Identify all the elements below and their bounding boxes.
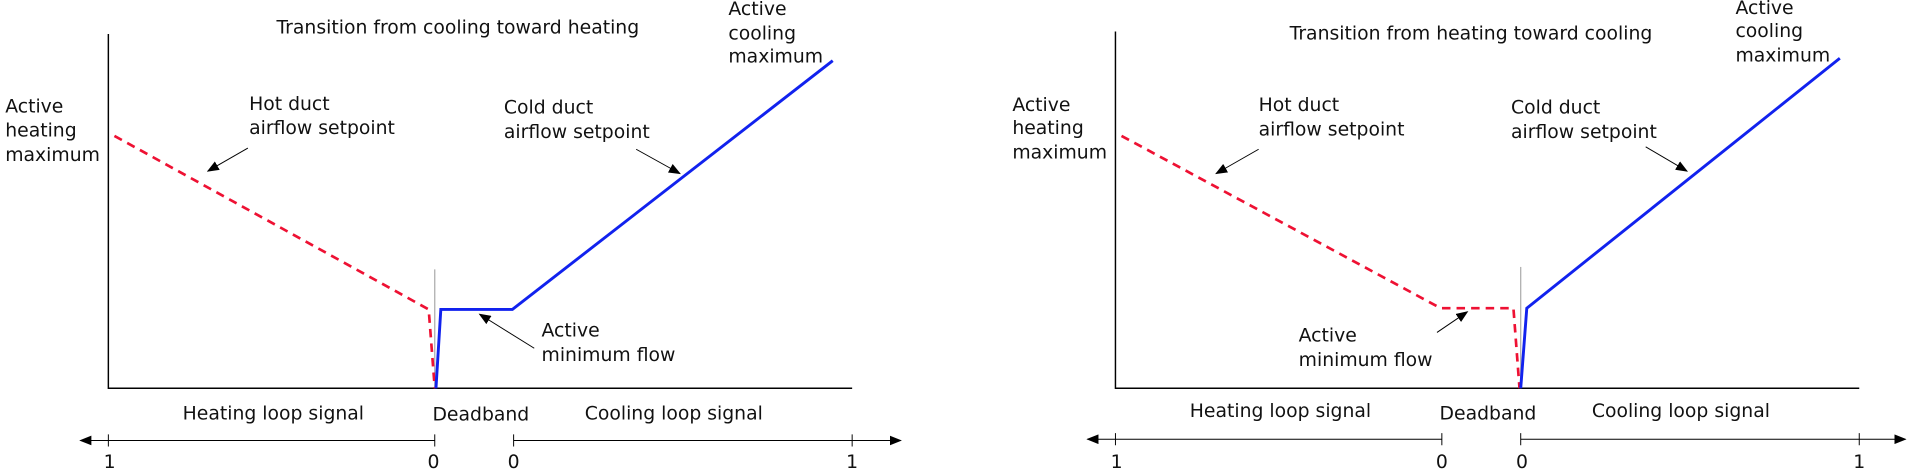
- label: Active: [542, 321, 600, 342]
- label: Cold duct: [504, 97, 593, 118]
- label: Deadband: [1440, 403, 1537, 424]
- scale-label: 0: [1436, 452, 1448, 472]
- scale-label: 1: [104, 452, 116, 472]
- label: Active: [1299, 326, 1357, 347]
- label: Active: [1012, 95, 1070, 116]
- label: heating: [1012, 118, 1083, 139]
- label: Heating loop signal: [1190, 401, 1371, 422]
- label: Active: [1735, 0, 1793, 19]
- label: maximum: [1735, 45, 1830, 66]
- axes: [107, 33, 853, 390]
- label: Active: [5, 96, 63, 117]
- title: Transition from cooling toward heating: [275, 17, 639, 38]
- label: Deadband: [432, 404, 529, 425]
- scale-label: 0: [428, 452, 440, 472]
- label: Hot duct: [249, 94, 330, 115]
- title: Transition from heating toward cooling: [1289, 23, 1653, 44]
- label: Cold duct: [1511, 97, 1600, 118]
- axes: [1114, 31, 1860, 390]
- scale-label: 1: [1853, 452, 1865, 472]
- arrow: [1436, 311, 1469, 333]
- label: minimum flow: [1299, 350, 1433, 371]
- label: Cooling loop signal: [1592, 401, 1770, 422]
- panel-right: Transition from heating toward cooling A…: [1012, 0, 1907, 472]
- cold-duct-curve: [434, 59, 834, 389]
- panel-left: Transition from cooling toward heating A…: [5, 0, 902, 472]
- scale-label: 0: [508, 452, 520, 472]
- label: cooling: [728, 23, 796, 44]
- scale-label: 1: [846, 452, 858, 472]
- scale-label: 1: [1111, 452, 1123, 472]
- label: Cooling loop signal: [585, 403, 763, 424]
- label: minimum flow: [542, 345, 676, 366]
- arrow: [635, 148, 681, 175]
- scale-ticks: [1114, 433, 1860, 446]
- hot-duct-curve: [113, 134, 437, 389]
- scale-ticks: [107, 434, 853, 447]
- label: Heating loop signal: [183, 403, 364, 424]
- arrow: [1215, 148, 1259, 175]
- label: maximum: [1012, 142, 1107, 163]
- hot-duct-curve: [1120, 134, 1521, 389]
- label: cooling: [1735, 21, 1803, 42]
- arrow: [478, 313, 535, 349]
- label: maximum: [728, 47, 823, 68]
- scale-label: 0: [1516, 452, 1528, 472]
- label: airflow setpoint: [1259, 119, 1405, 140]
- arrow: [1645, 146, 1688, 172]
- label: maximum: [5, 145, 100, 166]
- label: heating: [5, 121, 76, 142]
- label: Active: [728, 0, 786, 20]
- cold-duct-curve: [1519, 57, 1841, 389]
- label: airflow setpoint: [504, 122, 650, 143]
- label: airflow setpoint: [1511, 122, 1657, 143]
- label: airflow setpoint: [249, 118, 395, 139]
- arrow: [206, 147, 249, 172]
- label: Hot duct: [1259, 95, 1340, 116]
